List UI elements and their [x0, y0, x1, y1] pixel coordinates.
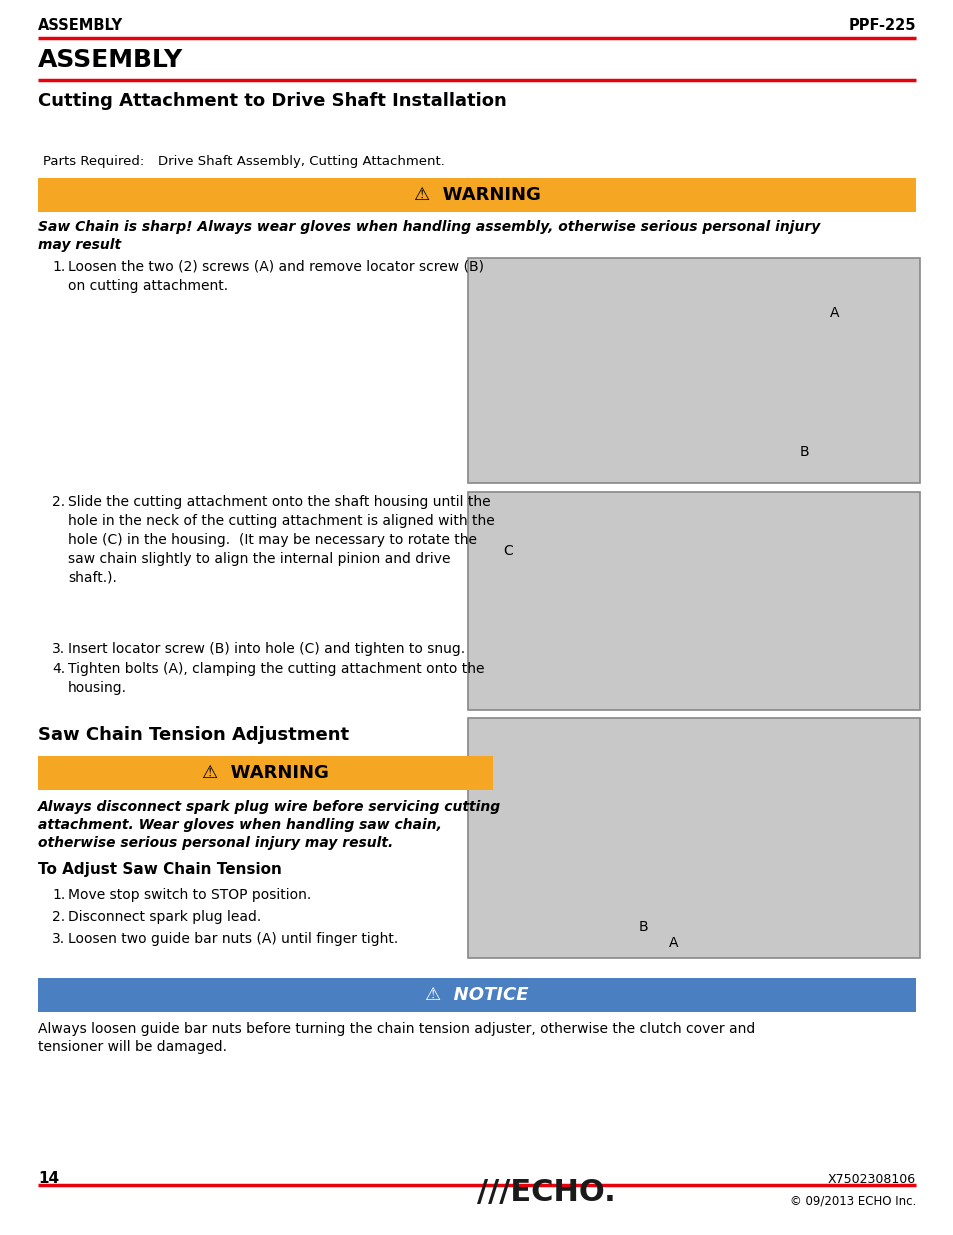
Text: C: C [502, 543, 512, 558]
Text: Loosen the two (2) screws (A) and remove locator screw (B)
on cutting attachment: Loosen the two (2) screws (A) and remove… [68, 261, 483, 293]
Text: © 09/2013 ECHO Inc.: © 09/2013 ECHO Inc. [789, 1195, 915, 1208]
Text: ASSEMBLY: ASSEMBLY [38, 48, 183, 72]
Text: Move stop switch to STOP position.: Move stop switch to STOP position. [68, 888, 311, 902]
Text: B: B [639, 920, 648, 934]
Text: Slide the cutting attachment onto the shaft housing until the
hole in the neck o: Slide the cutting attachment onto the sh… [68, 495, 495, 585]
Bar [38, 756, 493, 790]
Text: To Adjust Saw Chain Tension: To Adjust Saw Chain Tension [38, 862, 281, 877]
Text: A: A [829, 306, 839, 320]
Text: ⚠  WARNING: ⚠ WARNING [202, 764, 329, 782]
Text: Tighten bolts (A), clamping the cutting attachment onto the
housing.: Tighten bolts (A), clamping the cutting … [68, 662, 484, 695]
Text: B: B [800, 445, 809, 459]
Text: Saw Chain is sharp! Always wear gloves when handling assembly, otherwise serious: Saw Chain is sharp! Always wear gloves w… [38, 220, 820, 233]
Text: 1.: 1. [52, 261, 65, 274]
Text: A: A [668, 936, 678, 950]
Text: X7502308106: X7502308106 [827, 1173, 915, 1186]
Text: PPF-225: PPF-225 [847, 19, 915, 33]
Text: Insert locator screw (B) into hole (C) and tighten to snug.: Insert locator screw (B) into hole (C) a… [68, 642, 465, 656]
Bar [38, 178, 915, 212]
Text: attachment. Wear gloves when handling saw chain,: attachment. Wear gloves when handling sa… [38, 818, 441, 832]
Bar [38, 978, 915, 1011]
Text: tensioner will be damaged.: tensioner will be damaged. [38, 1040, 227, 1053]
Text: Drive Shaft Assembly, Cutting Attachment.: Drive Shaft Assembly, Cutting Attachment… [158, 156, 444, 168]
Text: Always disconnect spark plug wire before servicing cutting: Always disconnect spark plug wire before… [38, 800, 500, 814]
Text: may result: may result [38, 238, 121, 252]
Text: Saw Chain Tension Adjustment: Saw Chain Tension Adjustment [38, 726, 349, 743]
Text: Parts Required:: Parts Required: [43, 156, 144, 168]
Bar [468, 258, 919, 483]
Text: ///ECHO.: ///ECHO. [476, 1178, 615, 1208]
Text: ⚠  WARNING: ⚠ WARNING [414, 186, 539, 204]
Text: 1.: 1. [52, 888, 65, 902]
Bar [468, 718, 919, 958]
Text: Loosen two guide bar nuts (A) until finger tight.: Loosen two guide bar nuts (A) until fing… [68, 932, 397, 946]
Text: 14: 14 [38, 1171, 59, 1186]
Text: Disconnect spark plug lead.: Disconnect spark plug lead. [68, 910, 261, 924]
Text: ASSEMBLY: ASSEMBLY [38, 19, 123, 33]
Text: 4.: 4. [52, 662, 65, 676]
Text: 3.: 3. [52, 642, 65, 656]
Text: Always loosen guide bar nuts before turning the chain tension adjuster, otherwis: Always loosen guide bar nuts before turn… [38, 1023, 755, 1036]
Text: Cutting Attachment to Drive Shaft Installation: Cutting Attachment to Drive Shaft Instal… [38, 91, 506, 110]
Text: 2.: 2. [52, 910, 65, 924]
Text: ⚠  NOTICE: ⚠ NOTICE [425, 986, 528, 1004]
Text: 2.: 2. [52, 495, 65, 509]
Text: otherwise serious personal injury may result.: otherwise serious personal injury may re… [38, 836, 393, 850]
Text: 3.: 3. [52, 932, 65, 946]
Bar [468, 492, 919, 710]
